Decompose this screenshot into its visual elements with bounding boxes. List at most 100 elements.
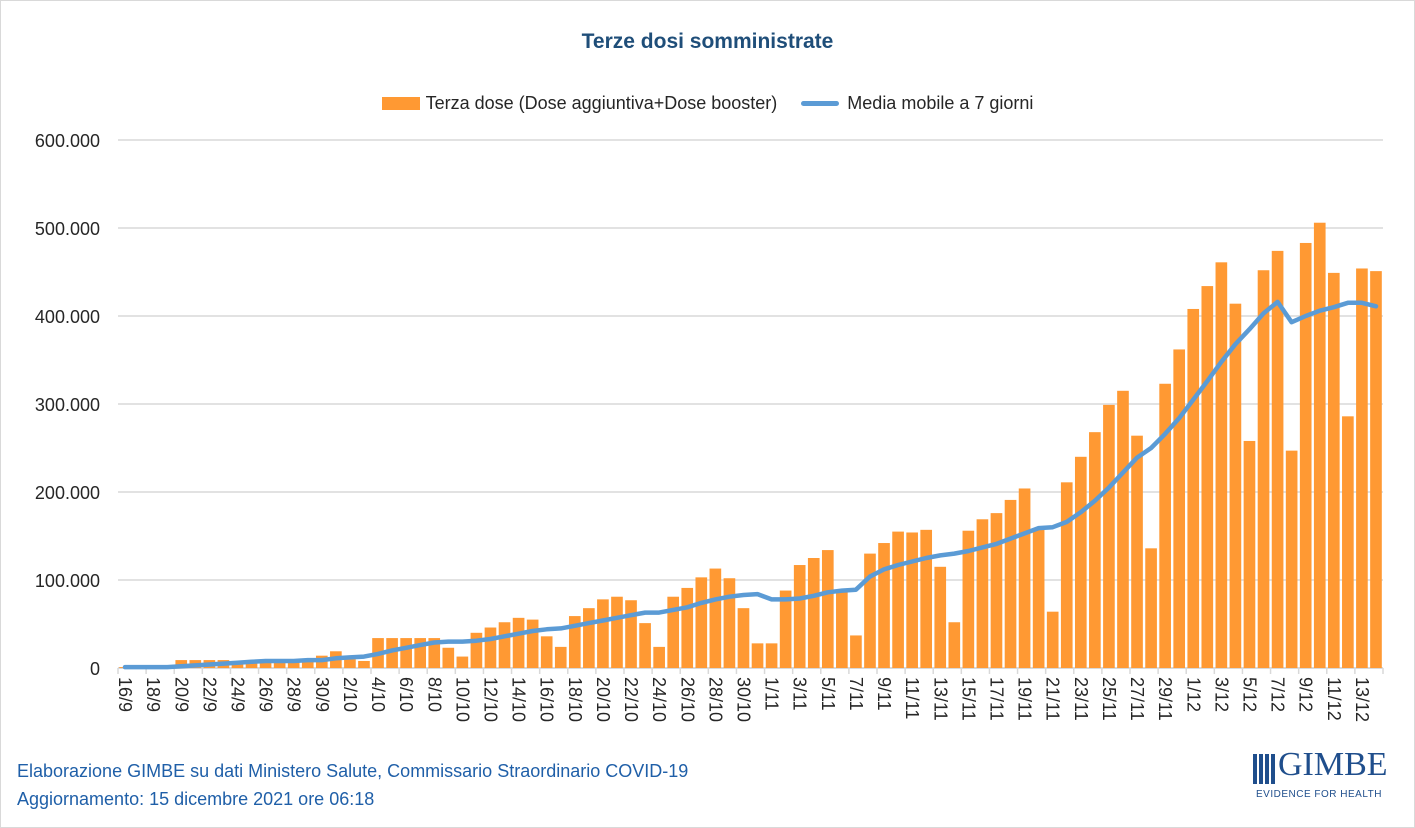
- bar: [1131, 435, 1143, 668]
- bar: [765, 643, 778, 668]
- bar: [1285, 450, 1298, 668]
- bar: [245, 661, 258, 668]
- bar: [344, 659, 356, 668]
- bar: [512, 617, 525, 668]
- bar: [1243, 440, 1256, 668]
- bar: [597, 599, 609, 668]
- y-tick-label: 0: [90, 659, 100, 679]
- legend-label-line: Media mobile a 7 giorni: [847, 93, 1034, 113]
- chart-title: Terze dosi somministrate: [581, 30, 834, 53]
- x-tick-label: 10/10: [452, 677, 472, 722]
- bar: [442, 647, 455, 668]
- bar: [723, 578, 736, 668]
- x-tick-label: 18/10: [565, 677, 585, 722]
- bar: [1257, 270, 1270, 668]
- x-tick-label: 9/12: [1296, 677, 1316, 712]
- y-tick-label: 100.000: [35, 571, 100, 591]
- bar: [273, 660, 286, 668]
- bar: [948, 622, 961, 668]
- footer-source: Elaborazione GIMBE su dati Ministero Sal…: [17, 761, 689, 781]
- bar: [807, 558, 820, 668]
- x-tick-label: 4/10: [368, 677, 388, 712]
- logo-tagline: EVIDENCE FOR HEALTH: [1256, 789, 1382, 800]
- x-tick-label: 29/11: [1155, 677, 1175, 721]
- x-tick-label: 1/12: [1183, 677, 1203, 712]
- bar: [1117, 390, 1129, 668]
- bar: [554, 646, 567, 668]
- x-tick-label: 3/12: [1211, 677, 1231, 712]
- x-tick-label: 12/10: [480, 677, 500, 722]
- bar: [1215, 262, 1228, 668]
- bar: [1173, 349, 1186, 668]
- x-tick-label: 30/10: [733, 677, 753, 722]
- bar: [990, 513, 1003, 668]
- legend-label-bars: Terza dose (Dose aggiuntiva+Dose booster…: [425, 93, 778, 113]
- x-tick-label: 21/11: [1043, 677, 1063, 721]
- x-tick-label: 17/11: [986, 677, 1006, 721]
- x-tick-label: 16/10: [537, 677, 557, 722]
- legend-item-line: Media mobile a 7 giorni: [801, 93, 1033, 114]
- y-tick-label: 600.000: [35, 131, 100, 151]
- bar: [414, 638, 427, 668]
- bar: [751, 643, 764, 668]
- bar: [540, 636, 553, 668]
- bar: [1089, 432, 1101, 668]
- bar: [1018, 488, 1031, 668]
- bar: [962, 530, 975, 668]
- bar: [850, 635, 862, 668]
- bar: [681, 587, 694, 668]
- bar: [1229, 303, 1242, 668]
- bar: [878, 543, 890, 668]
- bar: [358, 660, 370, 668]
- bar: [428, 638, 441, 668]
- x-tick-label: 28/10: [705, 677, 725, 722]
- legend-swatch-bar: [381, 97, 420, 110]
- bar: [892, 531, 904, 668]
- y-tick-label: 400.000: [35, 307, 100, 327]
- x-tick-label: 15/11: [958, 677, 978, 721]
- x-tick-label: 19/11: [1015, 677, 1035, 721]
- bar: [456, 656, 469, 668]
- x-tick-label: 24/10: [649, 677, 669, 722]
- x-tick-label: 22/9: [199, 677, 219, 712]
- x-tick-label: 26/10: [677, 677, 697, 722]
- legend-swatch-line: [801, 101, 840, 106]
- x-tick-label: 20/10: [593, 677, 613, 722]
- x-tick-label: 1/11: [762, 677, 782, 711]
- bar: [1074, 456, 1087, 668]
- bar: [611, 596, 623, 668]
- bar: [301, 660, 314, 668]
- x-tick-label: 13/11: [930, 677, 950, 721]
- x-tick-label: 26/9: [256, 677, 276, 712]
- logo-mark-icon: [1253, 754, 1275, 784]
- bar: [1356, 268, 1368, 668]
- bar: [259, 660, 272, 668]
- moving-average-line: [122, 299, 1379, 670]
- bar: [1342, 416, 1354, 668]
- x-tick-label: 7/12: [1268, 677, 1288, 712]
- bar: [583, 608, 595, 668]
- x-tick-label: 14/10: [509, 677, 529, 722]
- x-tick-label: 25/11: [1099, 677, 1119, 721]
- x-tick-label: 24/9: [227, 677, 247, 712]
- bar: [1187, 308, 1200, 668]
- x-tick-label: 11/11: [902, 677, 922, 719]
- bar: [793, 565, 806, 668]
- x-tick-label: 18/9: [143, 677, 163, 712]
- x-tick-label: 22/10: [621, 677, 641, 722]
- bar: [864, 553, 876, 668]
- bar: [1370, 271, 1382, 668]
- x-tick-label: 9/11: [874, 677, 894, 711]
- bar: [639, 623, 651, 668]
- x-tick-label: 20/9: [171, 677, 191, 712]
- bar: [779, 590, 792, 668]
- x-tick-label: 2/10: [340, 677, 360, 712]
- bar: [906, 532, 918, 668]
- bar: [386, 638, 398, 668]
- bar: [737, 608, 750, 668]
- bar: [1145, 548, 1157, 668]
- bar: [1004, 499, 1017, 668]
- bar: [976, 519, 989, 668]
- bar: [920, 529, 933, 668]
